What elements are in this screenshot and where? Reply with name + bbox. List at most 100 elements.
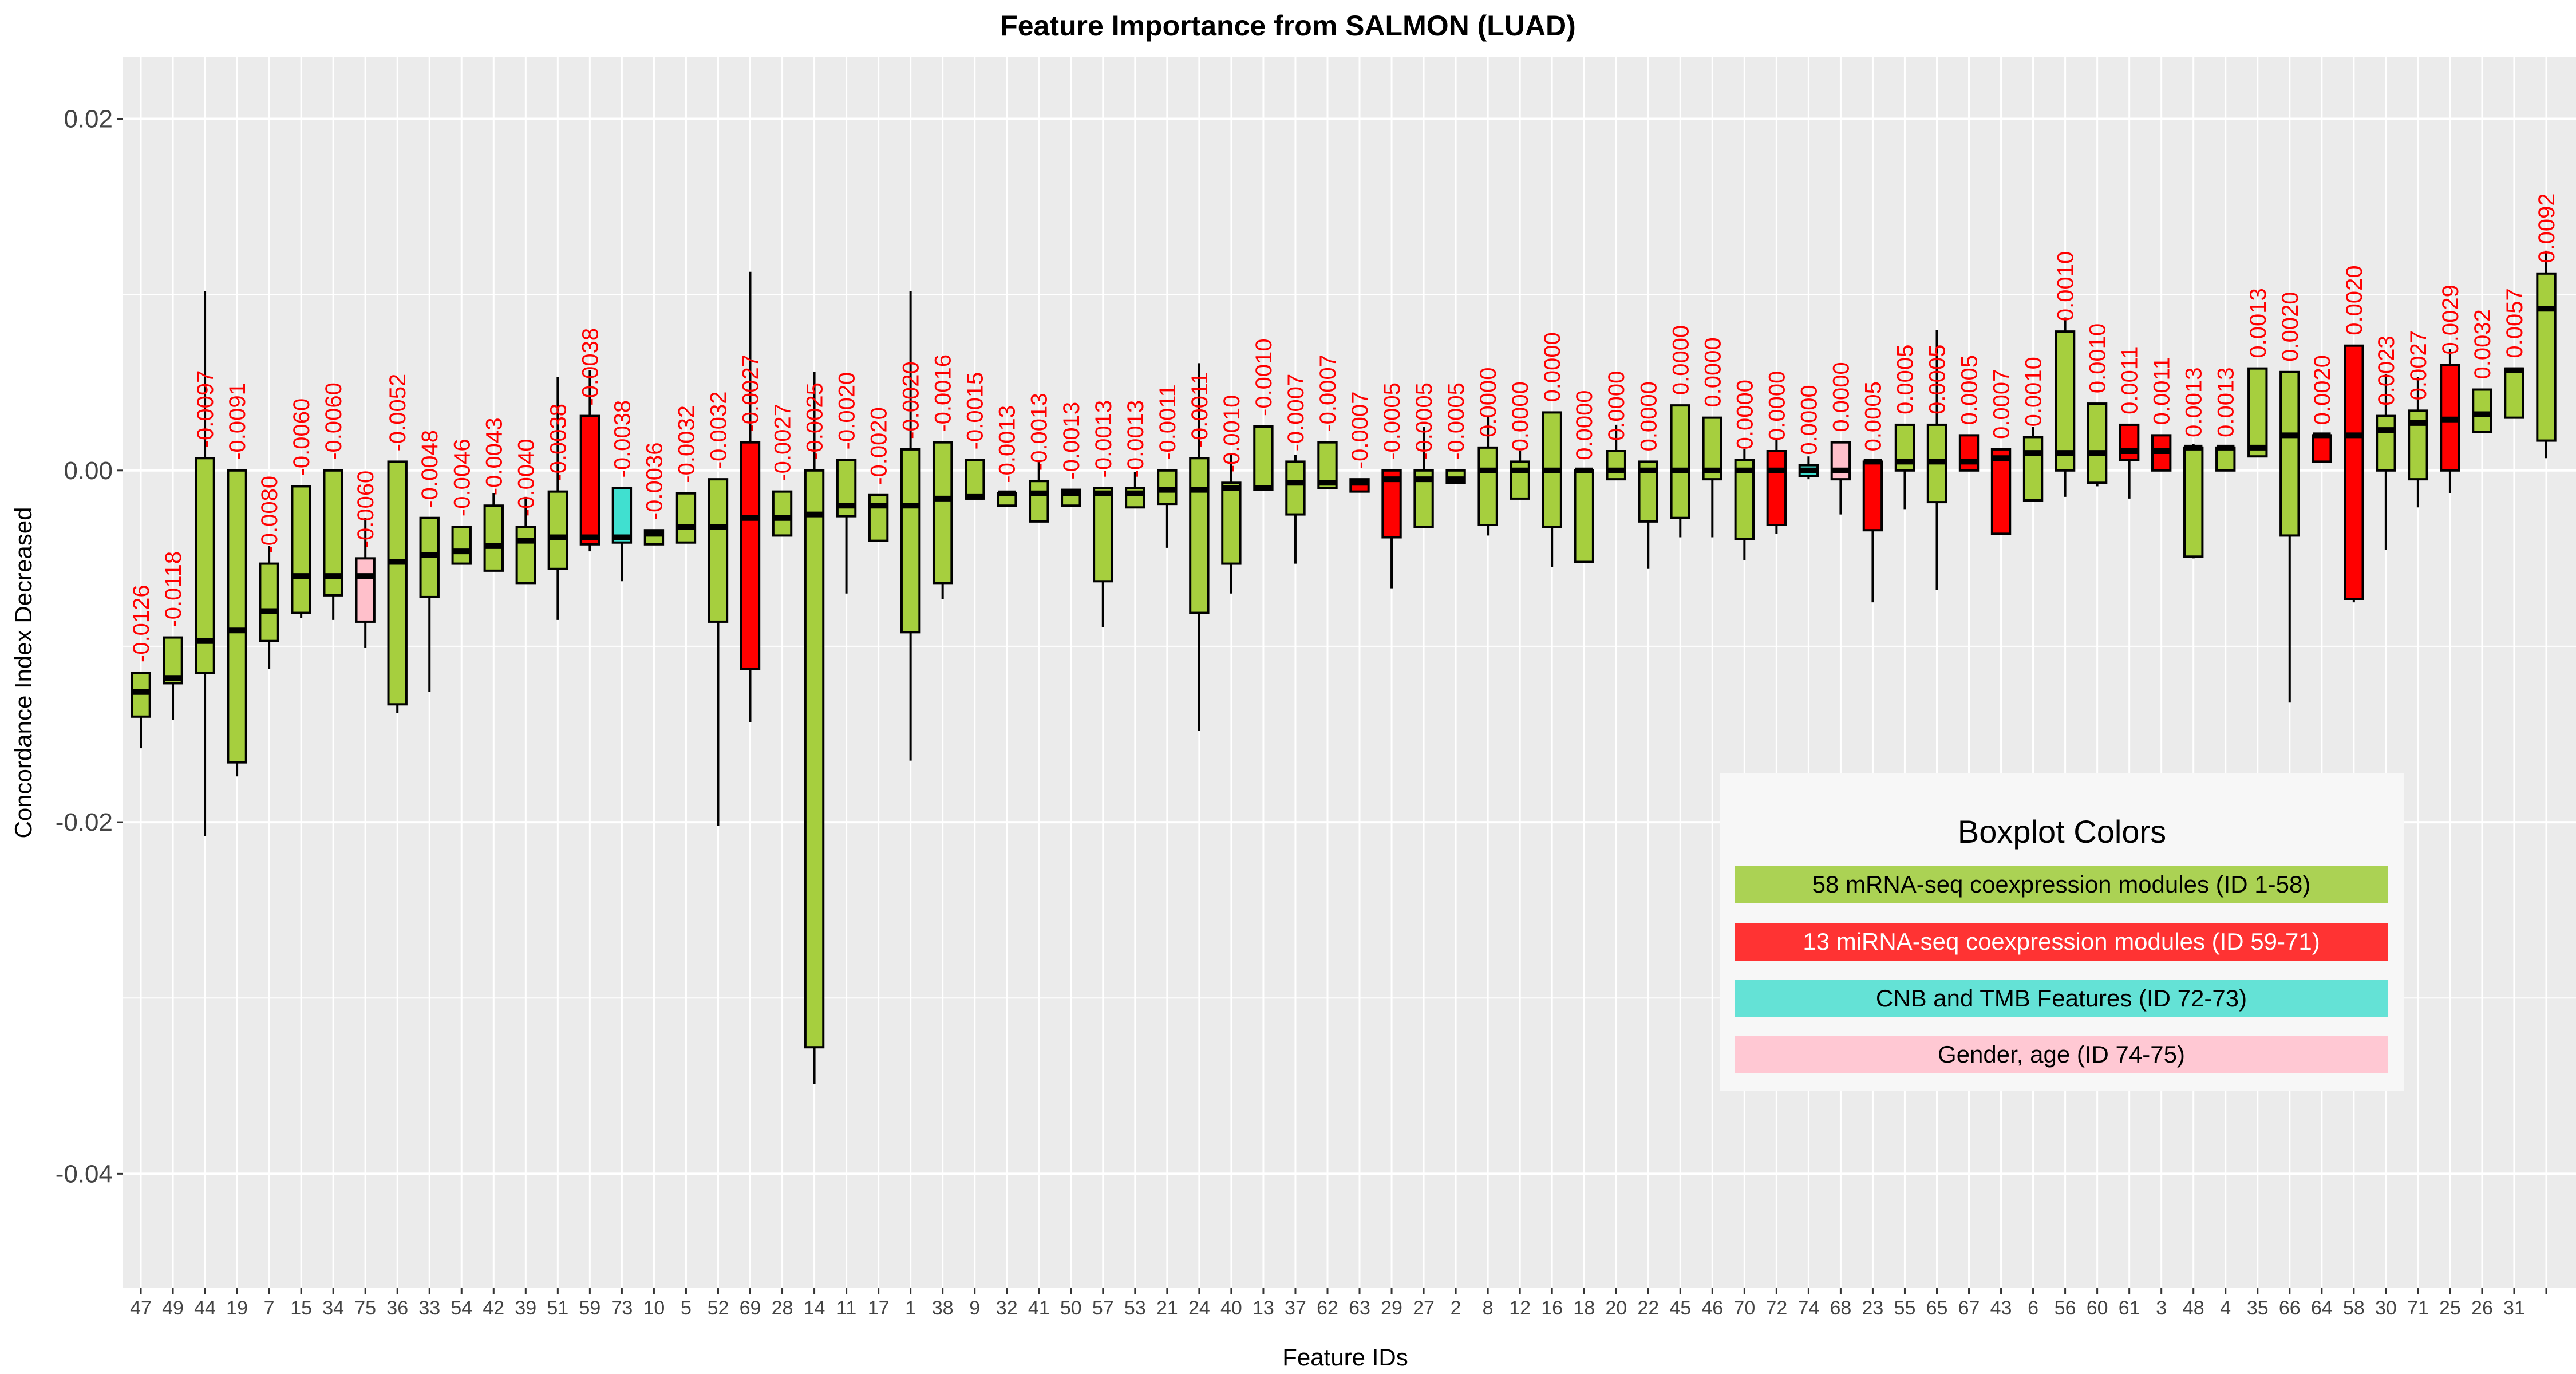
- legend-title: Boxplot Colors: [1958, 814, 2166, 850]
- median-value-label: -0.0011: [1155, 384, 1180, 460]
- box: [1766, 450, 1787, 526]
- x-tick-label: 63: [1349, 1297, 1370, 1319]
- y-tick-label: 0.02: [64, 105, 113, 133]
- median-value-label: 0.0005: [1957, 355, 1982, 425]
- box: [900, 448, 921, 634]
- x-tick-label: 74: [1797, 1297, 1819, 1319]
- x-tick-label: 68: [1830, 1297, 1851, 1319]
- y-tick-label: -0.02: [56, 808, 113, 836]
- box: [579, 414, 600, 546]
- box: [2087, 402, 2108, 484]
- median-value-label: 0.0000: [1604, 371, 1629, 441]
- median-value-label: 0.0000: [1732, 380, 1757, 449]
- box: [2247, 367, 2268, 458]
- median-value-label: -0.0013: [1059, 402, 1084, 480]
- x-tick-label: 25: [2439, 1297, 2461, 1319]
- median-value-label: 0.0000: [1668, 325, 1693, 395]
- median-value-label: 0.0027: [2406, 330, 2431, 400]
- median-value-label: -0.0005: [1444, 382, 1469, 460]
- box: [1253, 425, 1274, 491]
- median-value-label: 0.0005: [1893, 345, 1918, 414]
- box: [1189, 457, 1210, 614]
- median-value-label: -0.0043: [481, 418, 507, 496]
- chart-title: Feature Importance from SALMON (LUAD): [1000, 10, 1576, 42]
- median-value-label: -0.0032: [706, 391, 731, 469]
- median-value-label: 0.0005: [1860, 381, 1886, 451]
- median-value-label: -0.0032: [674, 405, 699, 483]
- box: [1862, 460, 1883, 532]
- median-value-label: 0.0000: [1700, 337, 1725, 407]
- median-value-label: 0.0057: [2502, 288, 2527, 358]
- median-value-label: 0.0005: [1925, 345, 1950, 414]
- median-value-label: -0.0040: [513, 439, 539, 516]
- box: [1574, 469, 1594, 563]
- x-tick-label: 2: [1451, 1297, 1461, 1319]
- y-axis-title: Concordance Index Decreased: [10, 507, 37, 838]
- legend-label-mrna: 58 mRNA-seq coexpression modules (ID 1-5…: [1812, 871, 2311, 898]
- median-value-label: -0.0038: [546, 404, 571, 481]
- median-value-label: -0.0027: [738, 354, 764, 432]
- x-tick-label: 43: [1990, 1297, 2012, 1319]
- x-tick-label: 41: [1028, 1297, 1050, 1319]
- median-value-label: -0.0048: [417, 430, 442, 508]
- median-value-label: 0.0092: [2534, 193, 2559, 263]
- x-tick-label: 64: [2311, 1297, 2333, 1319]
- x-tick-label: 11: [836, 1297, 856, 1319]
- median-value-label: 0.0000: [1476, 368, 1501, 437]
- x-tick-label: 42: [483, 1297, 504, 1319]
- x-tick-label: 44: [194, 1297, 216, 1319]
- box: [965, 459, 985, 500]
- x-tick-label: 50: [1060, 1297, 1082, 1319]
- x-tick-label: 32: [996, 1297, 1018, 1319]
- median-value-label: -0.0010: [1219, 395, 1244, 473]
- x-axis: 47 49 44 19 7 15 34 75 36 33 54 42 39 51 59 73 10 5 52 69 28…: [130, 1288, 2547, 1319]
- x-tick-label: 73: [611, 1297, 633, 1319]
- median-value-label: -0.0060: [353, 471, 378, 548]
- median-value-label: -0.0038: [610, 400, 635, 478]
- x-tick-label: 13: [1253, 1297, 1274, 1319]
- legend-label-gender: Gender, age (ID 74-75): [1938, 1041, 2185, 1068]
- x-tick-label: 49: [162, 1297, 184, 1319]
- median-value-label: -0.0013: [995, 405, 1020, 483]
- median-value-label: 0.0000: [1828, 362, 1854, 432]
- median-value-label: 0.0011: [2117, 346, 2143, 414]
- x-tick-label: 40: [1220, 1297, 1242, 1319]
- x-tick-label: 35: [2247, 1297, 2269, 1319]
- plot-panel: [123, 57, 2576, 1288]
- median-value-label: -0.0007: [1283, 374, 1309, 452]
- x-tick-label: 24: [1188, 1297, 1210, 1319]
- box: [2504, 367, 2524, 419]
- median-value-label: -0.0007: [1315, 354, 1341, 432]
- x-tick-label: 31: [2503, 1297, 2525, 1319]
- x-tick-label: 59: [579, 1297, 600, 1319]
- x-tick-label: 3: [2156, 1297, 2167, 1319]
- x-tick-label: 36: [386, 1297, 408, 1319]
- legend-swatch-cnb: [1735, 980, 2388, 1017]
- x-tick-label: 17: [868, 1297, 890, 1319]
- x-tick-label: 19: [226, 1297, 248, 1319]
- box: [1285, 460, 1306, 516]
- x-tick-label: 58: [2343, 1297, 2365, 1319]
- median-value-label: 0.0013: [2214, 368, 2239, 437]
- x-tick-label: 45: [1669, 1297, 1691, 1319]
- box: [1029, 480, 1049, 523]
- box: [259, 562, 279, 642]
- x-tick-label: 48: [2183, 1297, 2204, 1319]
- x-tick-label: 1: [905, 1297, 916, 1319]
- median-value-label: 0.0013: [2182, 368, 2207, 437]
- median-value-label: 0.0032: [2470, 309, 2495, 379]
- median-value-label: -0.0046: [449, 439, 475, 516]
- median-value-label: -0.0005: [1380, 382, 1405, 460]
- boxes: [131, 250, 2557, 1084]
- median-value-label: -0.0025: [803, 382, 828, 460]
- median-value-label: -0.0118: [161, 551, 186, 627]
- box: [1093, 487, 1113, 583]
- median-value-label: -0.0010: [1251, 338, 1277, 416]
- median-value-label: -0.0036: [642, 443, 667, 520]
- x-tick-label: 28: [772, 1297, 793, 1319]
- box: [2472, 388, 2492, 433]
- median-value-label: 0.0010: [2053, 251, 2079, 321]
- box: [2215, 446, 2236, 472]
- box: [2376, 414, 2396, 472]
- box: [2022, 436, 2044, 502]
